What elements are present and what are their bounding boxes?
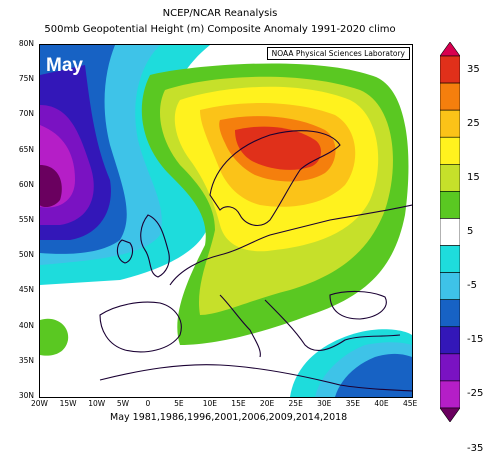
lon-label: 25E (288, 399, 303, 408)
coast-balkans (264, 299, 401, 351)
colorbar (440, 42, 460, 422)
coast-north-africa (99, 364, 412, 392)
colorbar-label: 35 (467, 63, 480, 75)
colorbar-bin (440, 299, 460, 328)
lat-label: 60N (18, 179, 34, 189)
chart-title-line1: NCEP/NCAR Reanalysis (162, 8, 278, 19)
lon-label: 10E (202, 399, 217, 408)
coast-iberia (99, 301, 182, 353)
lon-label: 30E (317, 399, 332, 408)
colorbar-bin (440, 109, 460, 138)
colorbar-bin (440, 82, 460, 111)
lon-label: 20E (259, 399, 275, 408)
lon-label: 20W (31, 399, 48, 408)
colorbar-label: 5 (467, 226, 474, 237)
colorbar-bin (440, 218, 460, 246)
coast-north-europe (169, 204, 412, 286)
colorbar-bin (440, 55, 460, 84)
composite-years: May 1981,1986,1996,2001,2006,2009,2014,2… (110, 412, 348, 423)
lon-label: 35E (345, 399, 361, 408)
coast-italy (219, 294, 261, 358)
colorbar-label: -35 (467, 442, 484, 454)
lat-label: 75N (18, 74, 34, 84)
contour-se-neg15 (335, 353, 412, 397)
coastlines (99, 130, 412, 392)
contour-pos30 (235, 126, 322, 170)
chart-title-line2: 500mb Geopotential Height (m) Composite … (44, 24, 396, 35)
lon-label: 15W (59, 399, 77, 408)
source-label: NOAA Physical Sciences Laboratory (266, 47, 410, 60)
lon-label: 45E (403, 399, 418, 408)
colorbar-label: 15 (467, 171, 480, 183)
coast-scandinavia (209, 130, 341, 226)
colorbar-bin (440, 245, 460, 273)
lon-label: 0 (145, 399, 151, 408)
lat-label: 50N (18, 250, 34, 260)
lat-label: 55N (18, 215, 34, 224)
colorbar-bin (440, 164, 460, 192)
lat-label: 40N (18, 320, 34, 330)
colorbar-label: -25 (467, 388, 484, 400)
lon-label: 40E (374, 399, 389, 408)
colorbar-bin (440, 326, 460, 355)
lon-label: 15E (231, 399, 246, 408)
colorbar-bottom-triangle (440, 407, 460, 422)
colorbar-label: -15 (467, 334, 484, 346)
lat-label: 70N (18, 109, 34, 119)
colorbar-label: -5 (467, 280, 477, 292)
contour-neg35 (40, 165, 62, 208)
lon-label: 5E (174, 399, 184, 408)
coast-ireland (116, 239, 134, 264)
coast-black-sea (329, 290, 387, 320)
colorbar-bin (440, 136, 460, 165)
colorbar-bin (440, 272, 460, 300)
coast-britain (140, 214, 170, 278)
month-label: May (46, 55, 83, 76)
lon-label: 10W (88, 399, 106, 408)
colorbar-label: 25 (467, 117, 480, 129)
map-svg (40, 45, 412, 397)
lon-label: 5W (116, 399, 130, 408)
lat-label: 45N (18, 285, 34, 295)
colorbar-bin (440, 380, 460, 409)
lat-label: 30N (18, 391, 34, 400)
colorbar-bin (440, 353, 460, 382)
anomaly-map: May NOAA Physical Sciences Laboratory (39, 44, 413, 398)
lat-label: 80N (18, 39, 34, 48)
colorbar-top-triangle (440, 42, 460, 57)
colorbar-bin (440, 191, 460, 219)
contour-iberia-pos (40, 318, 69, 356)
lat-label: 35N (18, 355, 34, 365)
lat-label: 65N (18, 144, 34, 154)
